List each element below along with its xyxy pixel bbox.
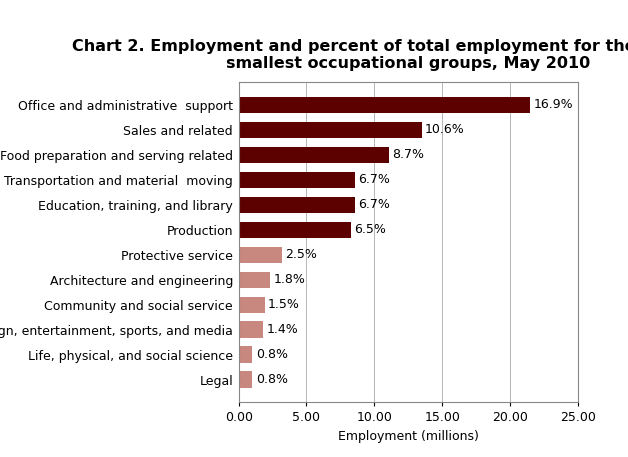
X-axis label: Employment (millions): Employment (millions): [338, 430, 479, 443]
Text: 16.9%: 16.9%: [534, 98, 573, 112]
Bar: [239, 172, 355, 188]
Bar: [239, 247, 282, 263]
Bar: [239, 346, 252, 363]
Bar: [239, 321, 263, 338]
Bar: [239, 122, 422, 138]
Title: Chart 2. Employment and percent of total employment for the largest and
smallest: Chart 2. Employment and percent of total…: [72, 39, 628, 71]
Text: 8.7%: 8.7%: [392, 149, 425, 161]
Text: 2.5%: 2.5%: [285, 248, 317, 261]
Text: 1.5%: 1.5%: [268, 298, 300, 311]
Text: 0.8%: 0.8%: [256, 373, 288, 386]
Text: 1.8%: 1.8%: [273, 273, 305, 286]
Text: 6.7%: 6.7%: [358, 173, 390, 186]
Text: 1.4%: 1.4%: [266, 323, 298, 336]
Text: 6.5%: 6.5%: [355, 223, 386, 236]
Bar: [239, 372, 252, 388]
Text: 6.7%: 6.7%: [358, 198, 390, 211]
Bar: [239, 147, 389, 163]
Text: 0.8%: 0.8%: [256, 348, 288, 361]
Bar: [239, 271, 270, 288]
Bar: [239, 197, 355, 213]
Bar: [239, 222, 351, 238]
Text: 10.6%: 10.6%: [425, 123, 465, 136]
Bar: [239, 297, 264, 313]
Bar: [239, 97, 530, 113]
